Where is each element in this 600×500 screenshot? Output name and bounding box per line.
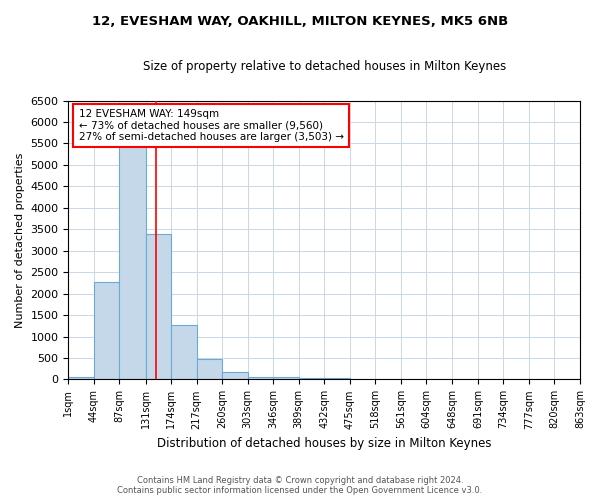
- Bar: [248, 376, 273, 380]
- Bar: [119, 146, 146, 380]
- X-axis label: Distribution of detached houses by size in Milton Keynes: Distribution of detached houses by size …: [157, 437, 491, 450]
- Title: Size of property relative to detached houses in Milton Keynes: Size of property relative to detached ho…: [143, 60, 506, 73]
- Text: 12, EVESHAM WAY, OAKHILL, MILTON KEYNES, MK5 6NB: 12, EVESHAM WAY, OAKHILL, MILTON KEYNES,…: [92, 15, 508, 28]
- Bar: [146, 234, 171, 380]
- Bar: [171, 324, 197, 380]
- Bar: [68, 377, 94, 380]
- Bar: [299, 378, 324, 380]
- Bar: [273, 377, 299, 380]
- Y-axis label: Number of detached properties: Number of detached properties: [15, 152, 25, 328]
- Text: 12 EVESHAM WAY: 149sqm
← 73% of detached houses are smaller (9,560)
27% of semi-: 12 EVESHAM WAY: 149sqm ← 73% of detached…: [79, 109, 344, 142]
- Bar: [324, 378, 350, 380]
- Bar: [222, 372, 248, 380]
- Text: Contains HM Land Registry data © Crown copyright and database right 2024.
Contai: Contains HM Land Registry data © Crown c…: [118, 476, 482, 495]
- Bar: [94, 282, 119, 380]
- Bar: [197, 360, 222, 380]
